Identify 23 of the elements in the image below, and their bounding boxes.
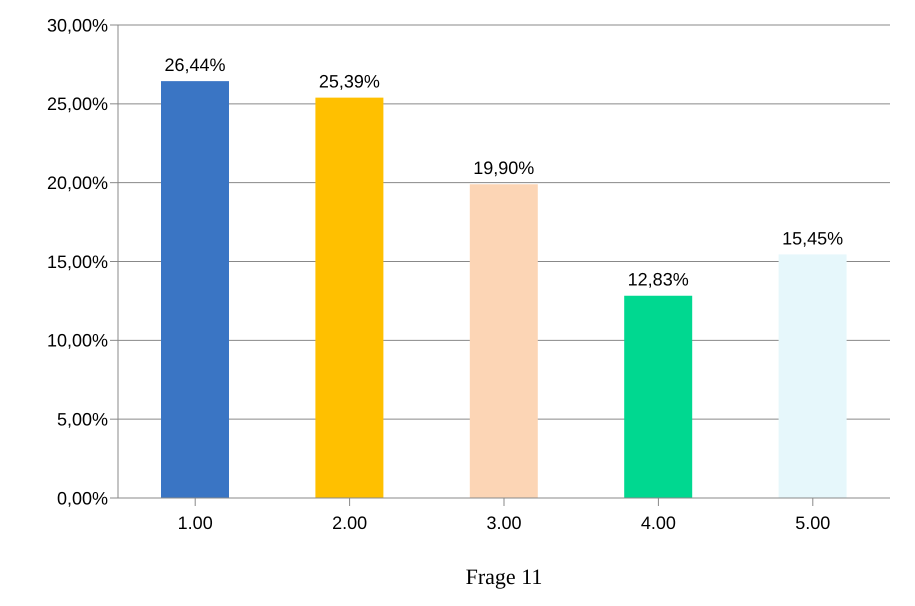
data-label: 19,90%: [473, 158, 534, 178]
bar: [624, 296, 692, 498]
x-tick-label: 3.00: [486, 512, 522, 533]
x-tick-label: 5.00: [795, 512, 830, 533]
data-label: 26,44%: [164, 55, 226, 76]
bar: [778, 254, 847, 498]
y-tick-label: 25,00%: [46, 94, 108, 114]
x-axis-title: Frage 11: [466, 564, 542, 589]
y-tick-label: 10,00%: [46, 330, 108, 351]
y-tick-label: 15,00%: [46, 252, 108, 272]
data-label: 12,83%: [628, 270, 689, 290]
bar: [161, 81, 229, 498]
x-tick-label: 4.00: [640, 512, 676, 533]
data-label: 25,39%: [318, 72, 380, 92]
x-tick-label: 1.00: [178, 512, 213, 533]
y-tick-label: 30,00%: [46, 15, 108, 36]
data-label: 15,45%: [782, 228, 844, 248]
bar: [315, 98, 384, 498]
y-tick-label: 20,00%: [46, 173, 108, 194]
x-tick-label: 2.00: [332, 512, 368, 533]
bar: [470, 184, 538, 498]
y-tick-label: 5,00%: [56, 410, 108, 430]
y-tick-label: 0,00%: [56, 488, 108, 508]
